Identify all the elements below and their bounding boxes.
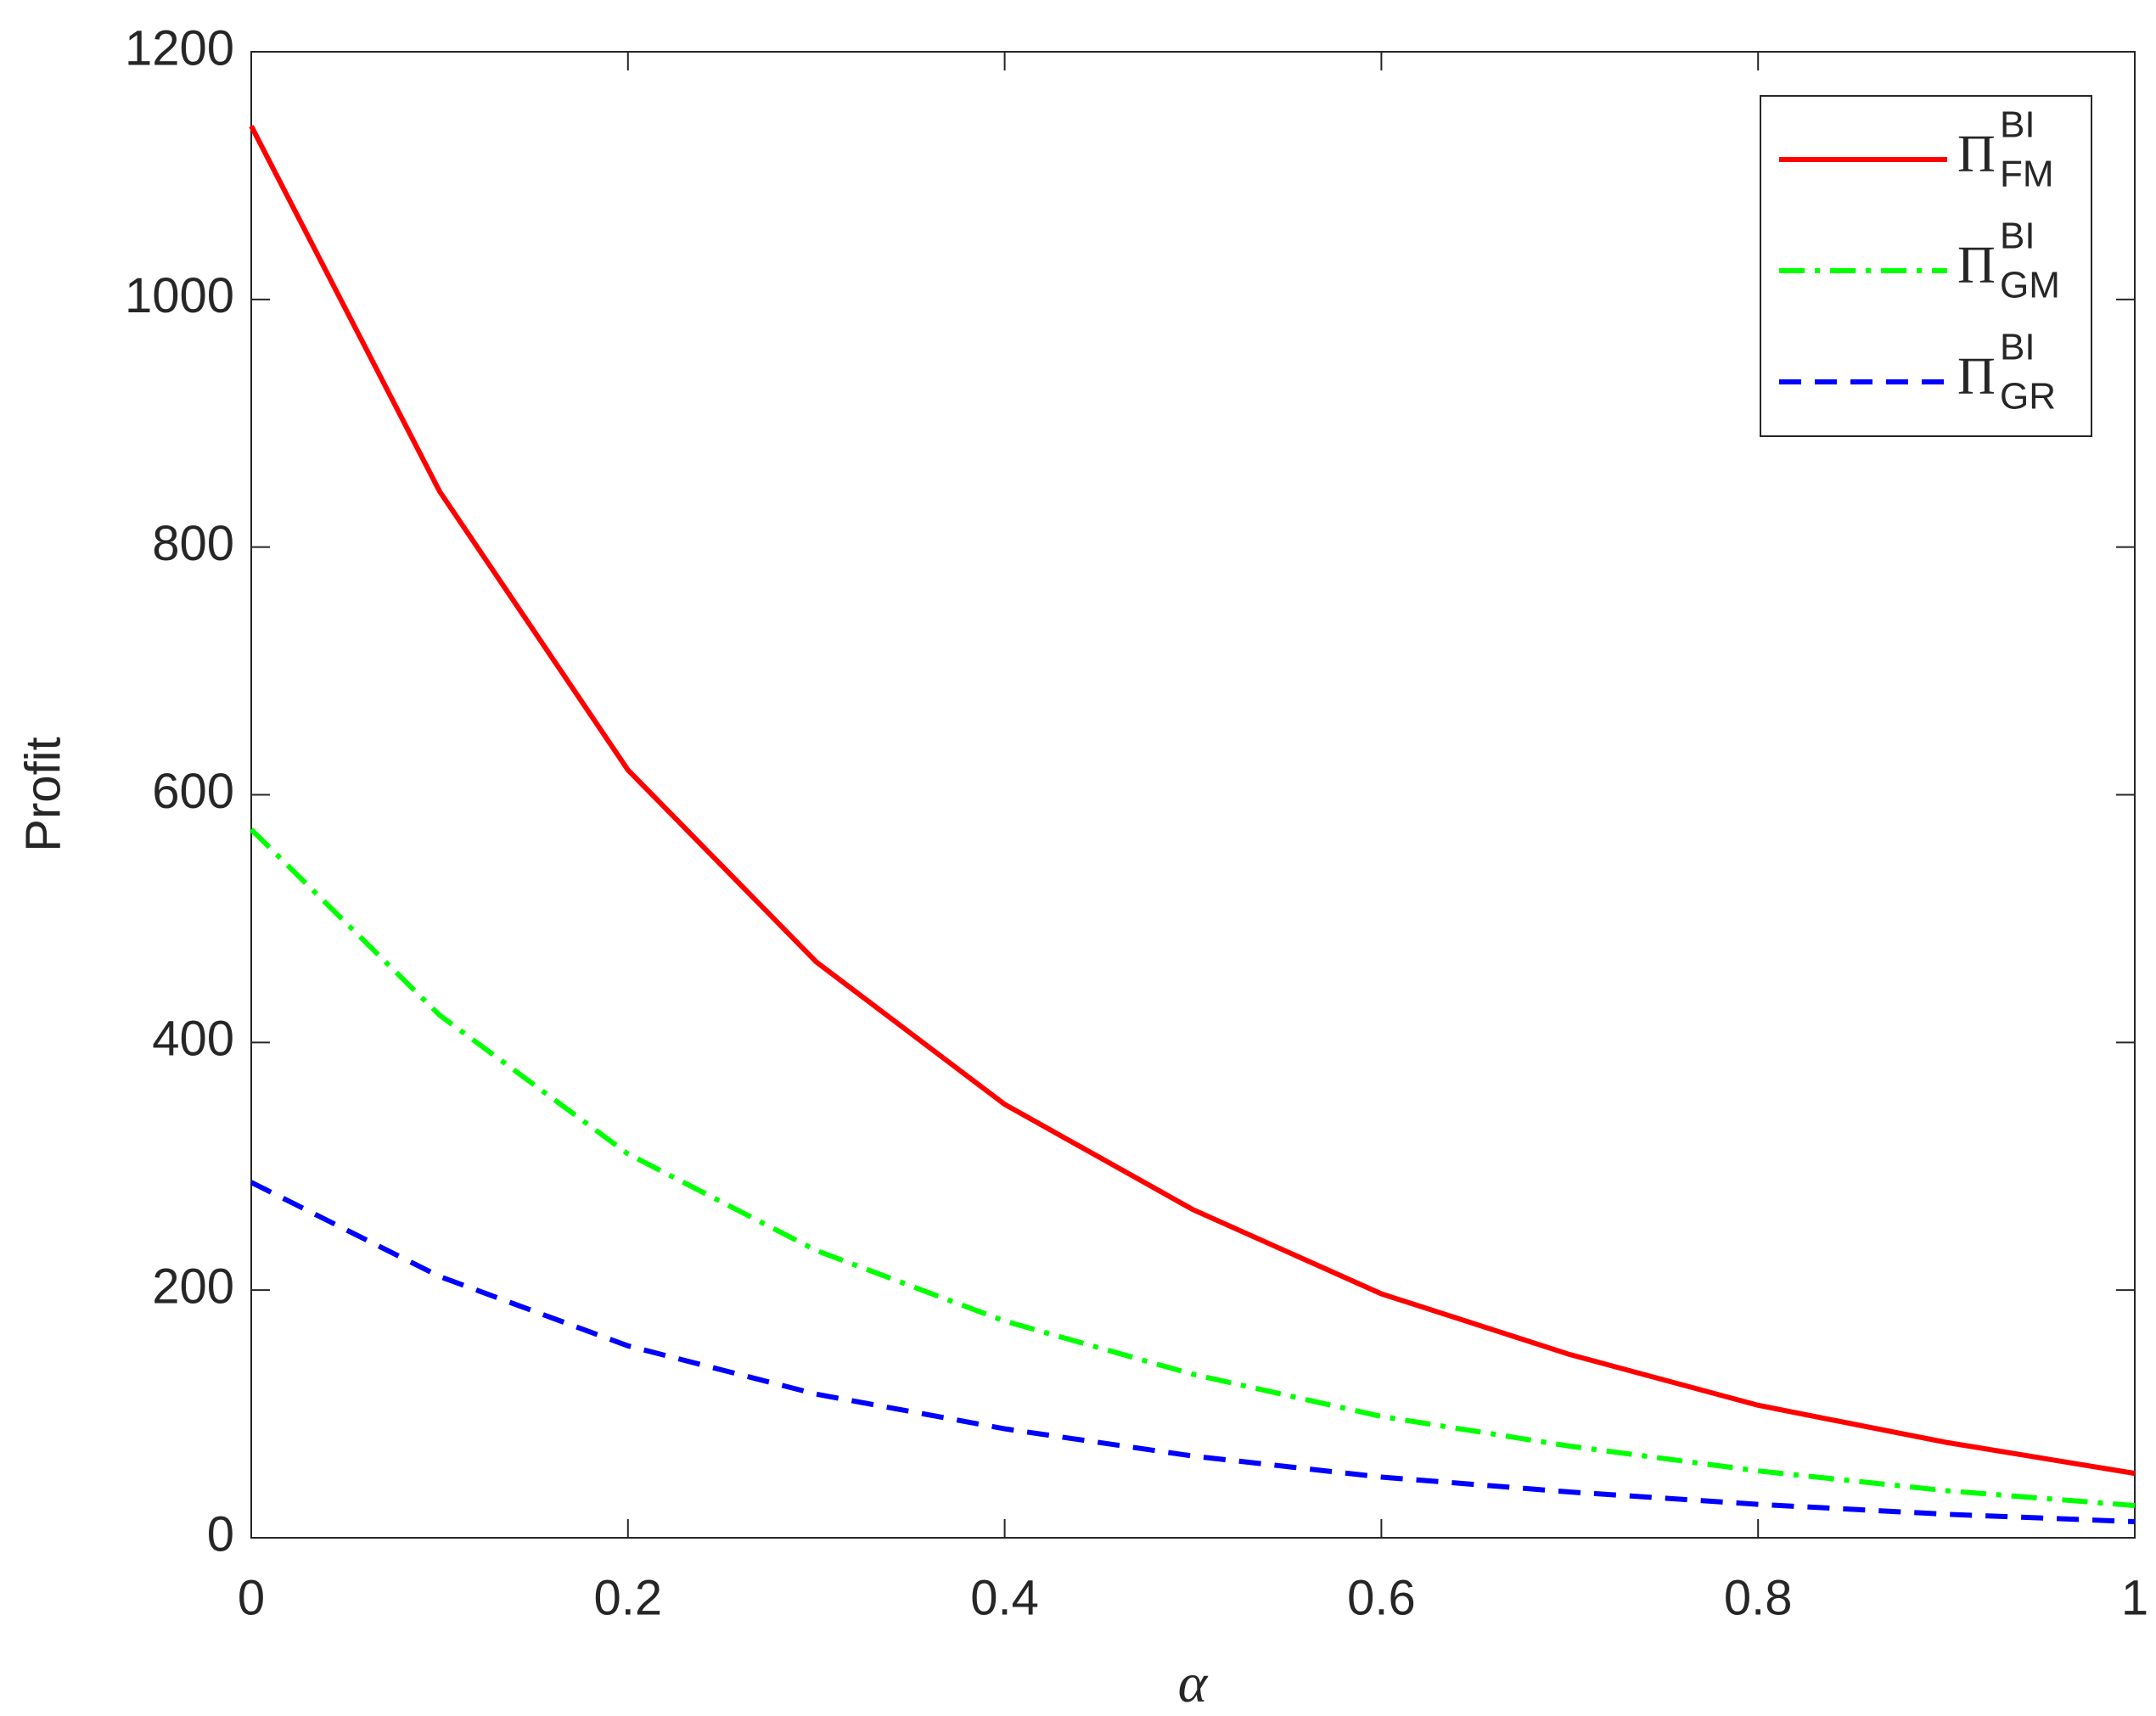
y-tick-label: 600 xyxy=(152,764,234,819)
x-tick-label: 0.8 xyxy=(1724,1570,1793,1625)
x-tick-label: 0.6 xyxy=(1347,1570,1416,1625)
y-axis-label: Profit xyxy=(15,737,70,851)
y-tick-label: 1200 xyxy=(125,20,234,76)
legend-label: Π xyxy=(1957,348,1996,406)
x-axis-label: α xyxy=(1178,1652,1209,1714)
legend-label-sup: BI xyxy=(2000,327,2035,368)
y-tick-label: 0 xyxy=(207,1506,234,1562)
y-tick-label: 800 xyxy=(152,516,234,571)
y-tick-label: 1000 xyxy=(125,268,234,323)
legend-label-sub: FM xyxy=(2000,154,2054,195)
legend-label: Π xyxy=(1957,237,1996,294)
plot-frame xyxy=(250,51,2136,1539)
x-tick-label: 0.4 xyxy=(970,1570,1039,1625)
x-tick-label: 0.2 xyxy=(593,1570,662,1625)
legend-label-sub: GM xyxy=(2000,265,2060,306)
y-tick-label: 400 xyxy=(152,1012,234,1067)
legend-label-sub: GR xyxy=(2000,376,2056,418)
series-line xyxy=(250,1180,2136,1525)
series-line xyxy=(249,827,2136,1509)
legend-label-sup: BI xyxy=(2000,216,2035,257)
x-tick-label: 0 xyxy=(238,1570,265,1625)
series-line xyxy=(249,125,2136,1477)
legend-label-sup: BI xyxy=(2000,104,2035,146)
x-tick-label: 1 xyxy=(2121,1570,2148,1625)
legend-label: Π xyxy=(1957,126,1996,183)
y-tick-label: 200 xyxy=(152,1259,234,1314)
